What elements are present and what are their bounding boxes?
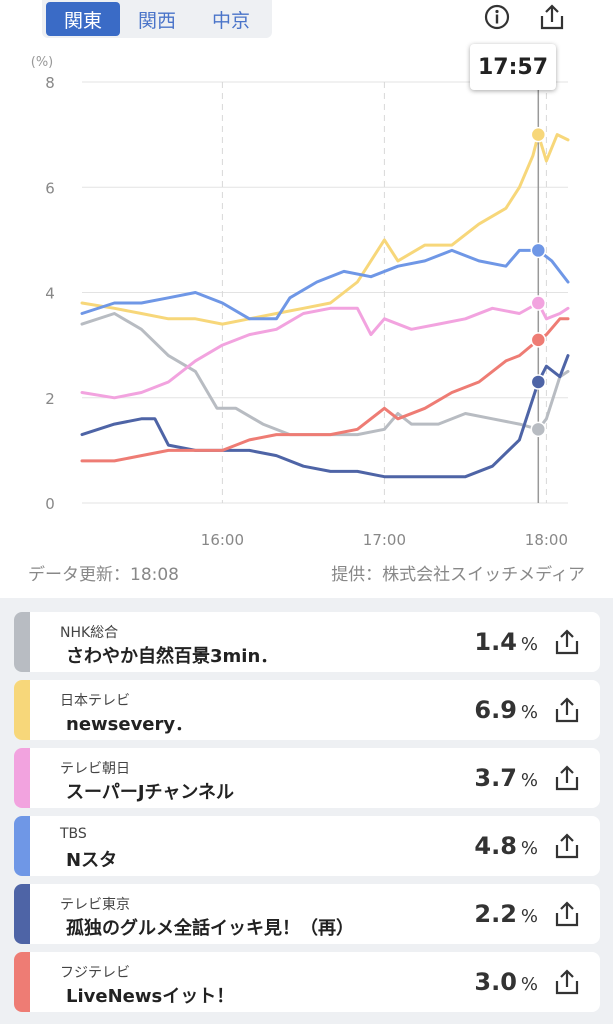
program-card-tvasahi[interactable]: テレビ朝日 スーパーJチャンネル 3.7%	[14, 748, 600, 808]
series-line	[80, 133, 570, 326]
rating-value: 4.8%	[474, 832, 538, 860]
channel-color-bar	[14, 952, 30, 1012]
program-title: Nスタ	[66, 850, 118, 871]
y-tick-label: 4	[45, 285, 55, 303]
program-title: スーパーJチャンネル	[66, 782, 234, 803]
share-icon[interactable]	[552, 695, 582, 725]
tab-kansai[interactable]: 関西	[137, 9, 176, 32]
y-tick-label: 2	[45, 390, 55, 408]
series-marker-point	[530, 295, 547, 311]
y-tick-label: 0	[45, 495, 55, 513]
share-icon[interactable]	[552, 967, 582, 997]
series-marker-point	[530, 332, 547, 348]
tab-kanto[interactable]: 関東	[46, 2, 120, 36]
program-card-tvtokyo[interactable]: テレビ東京 孤独のグルメ全話イッキ見！（再） 2.2%	[14, 884, 600, 944]
data-updated-text: データ更新：18:08	[28, 565, 179, 585]
channel-color-bar	[14, 612, 30, 672]
program-title: newsevery．	[66, 714, 194, 735]
share-icon[interactable]	[552, 831, 582, 861]
channel-name: フジテレビ	[60, 965, 130, 981]
rating-value: 2.2%	[474, 900, 538, 928]
y-tick-label: 8	[45, 74, 55, 92]
share-icon[interactable]	[552, 627, 582, 657]
channel-color-bar	[14, 748, 30, 808]
program-card-nhk[interactable]: NHK総合 さわやか自然百景3min． 1.4%	[14, 612, 600, 672]
series-line	[80, 354, 570, 479]
series-marker-point	[530, 126, 547, 143]
y-tick-label: 6	[45, 179, 55, 197]
channel-name: テレビ東京	[60, 897, 130, 913]
program-card-tbs[interactable]: TBS Nスタ 4.8%	[14, 816, 600, 876]
viewership-chart: 0 2 4 6 8 (%) 16:00 17:00 18:00	[0, 40, 613, 560]
channel-name: TBS	[60, 826, 87, 842]
x-tick-label: 18:00	[525, 531, 568, 549]
rating-value: 1.4%	[474, 628, 538, 656]
channel-name: 日本テレビ	[60, 693, 130, 709]
series-line	[80, 301, 570, 400]
series-line	[80, 248, 570, 321]
share-icon[interactable]	[537, 2, 567, 32]
series-marker-point	[530, 242, 547, 259]
channel-name: テレビ朝日	[60, 761, 130, 777]
rating-value: 6.9%	[474, 696, 538, 724]
channel-color-bar	[14, 884, 30, 944]
x-tick-label: 17:00	[363, 531, 406, 549]
channel-color-bar	[14, 680, 30, 740]
channel-name: NHK総合	[60, 625, 119, 641]
series-marker-point	[530, 421, 547, 438]
tab-chukyo[interactable]: 中京	[211, 9, 250, 32]
chart-footer: データ更新：18:08 提供：株式会社スイッチメディア	[28, 560, 585, 585]
series-marker-point	[530, 374, 547, 390]
channel-color-bar	[14, 816, 30, 876]
share-icon[interactable]	[552, 899, 582, 929]
program-title: 孤独のグルメ全話イッキ見！（再）	[66, 918, 354, 939]
rating-value: 3.7%	[474, 764, 538, 792]
series-line	[80, 312, 570, 437]
time-tooltip: 17:57	[470, 44, 556, 90]
series-line	[80, 317, 570, 463]
share-icon[interactable]	[552, 763, 582, 793]
y-unit-label: (%)	[31, 55, 54, 70]
x-tick-label: 16:00	[201, 531, 244, 549]
program-title: さわやか自然百景3min．	[66, 646, 279, 667]
provider-text: 提供：株式会社スイッチメディア	[331, 565, 585, 585]
chart-svg: 0 2 4 6 8 (%) 16:00 17:00 18:00	[31, 55, 570, 549]
program-card-fuji[interactable]: フジテレビ LiveNewsイット！ 3.0%	[14, 952, 600, 1012]
info-icon[interactable]	[482, 2, 512, 32]
program-card-ntv[interactable]: 日本テレビ newsevery． 6.9%	[14, 680, 600, 740]
program-title: LiveNewsイット！	[66, 986, 235, 1007]
region-tabs: 関東 関西 中京	[42, 0, 272, 38]
rating-value: 3.0%	[474, 968, 538, 996]
